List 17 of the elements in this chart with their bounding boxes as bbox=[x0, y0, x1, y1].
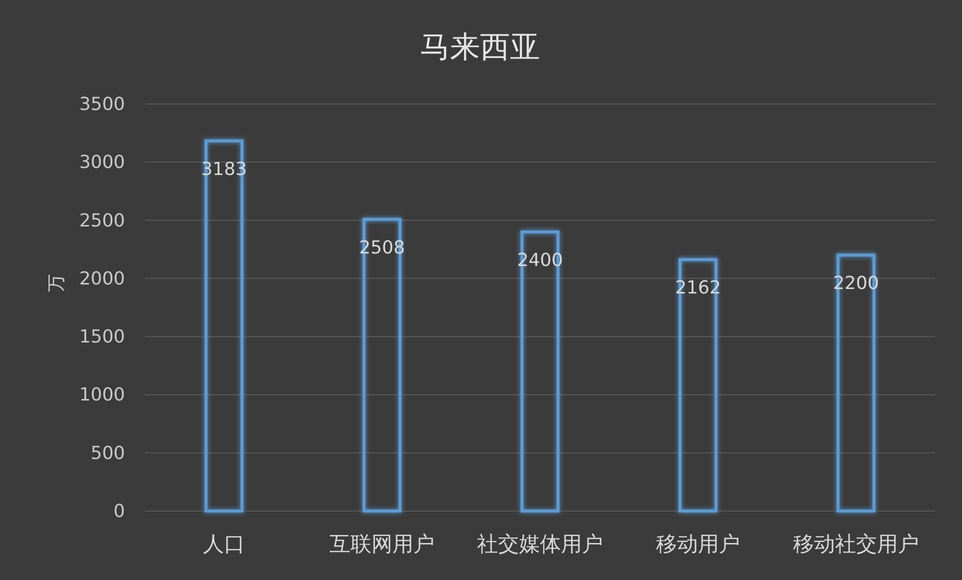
bar bbox=[204, 139, 244, 512]
x-tick-label: 移动用户 bbox=[656, 532, 740, 556]
y-tick-label: 2000 bbox=[79, 268, 125, 290]
y-tick-label: 2500 bbox=[79, 210, 125, 232]
x-tick-label: 互联网用户 bbox=[330, 532, 434, 556]
y-tick-label: 1500 bbox=[79, 326, 125, 348]
x-tick-label: 移动社交用户 bbox=[793, 532, 919, 556]
y-tick-label: 500 bbox=[90, 442, 125, 464]
y-tick-label: 3500 bbox=[79, 94, 125, 115]
x-tick-label: 人口 bbox=[203, 532, 245, 556]
x-tick-label: 社交媒体用户 bbox=[477, 532, 603, 556]
y-tick-label: 3000 bbox=[79, 152, 125, 174]
y-tick-label: 1000 bbox=[79, 384, 125, 406]
y-tick-label: 0 bbox=[114, 501, 125, 522]
chart-title: 马来西亚 bbox=[420, 30, 540, 65]
bar bbox=[678, 258, 718, 512]
y-axis-title: 万 bbox=[46, 274, 67, 292]
